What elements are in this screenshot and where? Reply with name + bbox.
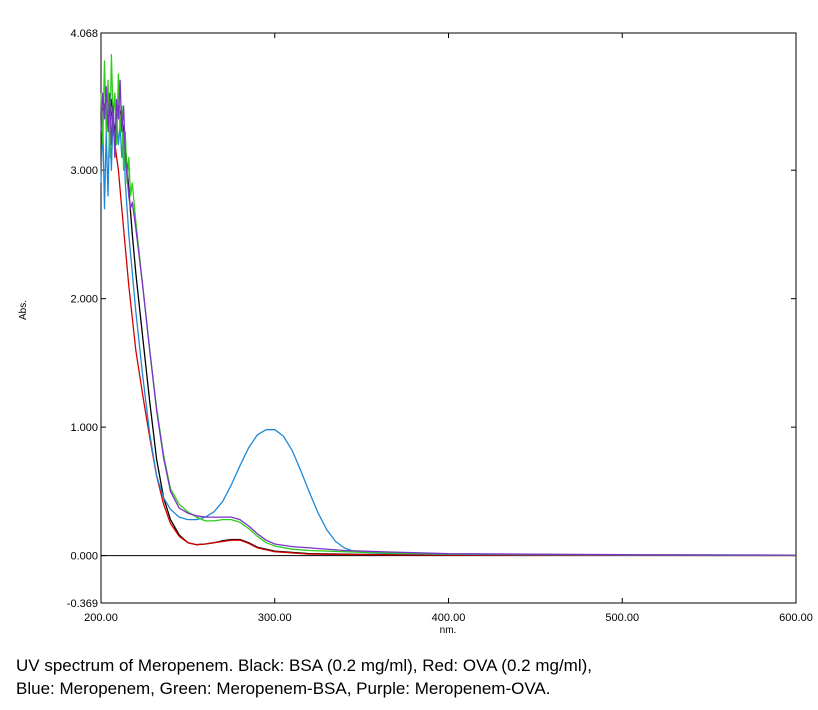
figure-caption: UV spectrum of Meropenem. Black: BSA (0.… — [16, 654, 806, 700]
caption-line-2: Blue: Meropenem, Green: Meropenem-BSA, P… — [16, 679, 551, 698]
caption-line-1: UV spectrum of Meropenem. Black: BSA (0.… — [16, 656, 592, 675]
x-axis: 200.00 300.00 400.00 500.00 600.00 — [84, 33, 813, 624]
uv-spectrum-chart: -0.369 0.000 1.000 2.000 3.000 4.068 200.00 30… — [18, 28, 813, 636]
y-axis-title: Abs. — [18, 300, 29, 320]
y-tick-label: 1.000 — [70, 422, 98, 434]
x-tick-label: 500.00 — [605, 612, 639, 624]
y-tick-label: 2.000 — [70, 294, 98, 306]
series-line-5 — [100, 79, 797, 556]
x-axis-title: nm. — [440, 625, 457, 636]
x-tick-label: 400.00 — [432, 612, 466, 624]
series-lines — [100, 53, 797, 557]
y-tick-label: -0.369 — [67, 598, 98, 610]
x-tick-label: 200.00 — [84, 612, 118, 624]
y-tick-label: 3.000 — [70, 165, 98, 177]
x-tick-label: 300.00 — [258, 612, 292, 624]
y-axis: -0.369 0.000 1.000 2.000 3.000 4.068 — [67, 28, 796, 610]
x-tick-label: 600.00 — [779, 612, 813, 624]
series-line-2 — [100, 92, 797, 557]
y-tick-label: 0.000 — [70, 551, 98, 563]
y-tick-label: 4.068 — [70, 28, 98, 40]
